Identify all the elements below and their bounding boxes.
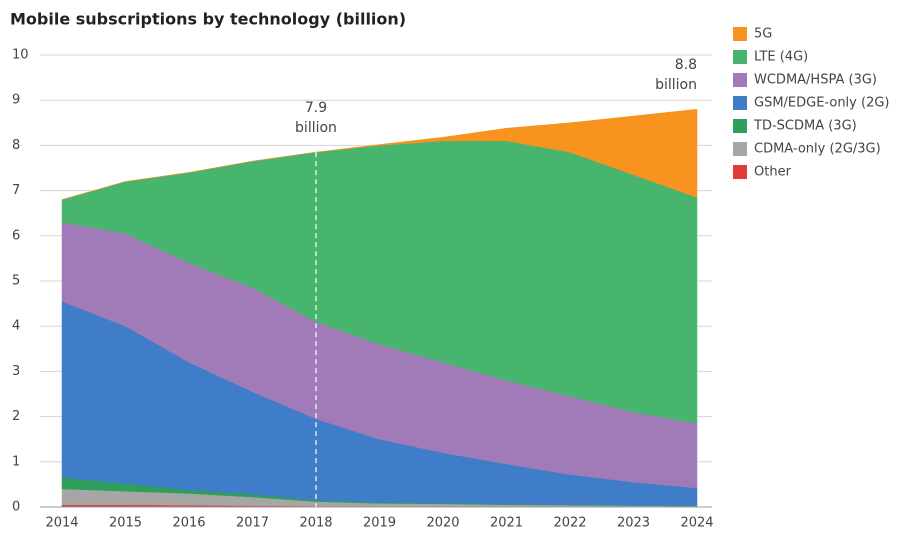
x-tick-label: 2020: [426, 516, 459, 531]
annotation-text: 8.8: [675, 57, 697, 73]
y-tick-label: 9: [12, 93, 20, 108]
legend-swatch: [733, 96, 747, 110]
y-tick-label: 4: [12, 319, 20, 334]
annotation-text: billion: [295, 120, 337, 136]
y-tick-label: 7: [12, 183, 20, 198]
y-tick-label: 8: [12, 138, 20, 153]
annotation-text: billion: [655, 77, 697, 93]
y-tick-label: 0: [12, 500, 20, 515]
legend-swatch: [733, 165, 747, 179]
legend-label: 5G: [754, 27, 772, 42]
legend-swatch: [733, 119, 747, 133]
legend-label: TD-SCDMA (3G): [753, 119, 857, 134]
y-tick-label: 1: [12, 454, 20, 469]
x-tick-label: 2014: [45, 516, 78, 531]
legend-label: GSM/EDGE-only (2G): [754, 96, 889, 111]
y-tick-label: 6: [12, 228, 20, 243]
x-tick-label: 2016: [172, 516, 205, 531]
legend-label: LTE (4G): [754, 50, 808, 65]
legend-swatch: [733, 73, 747, 87]
y-tick-label: 2: [12, 409, 20, 424]
x-tick-label: 2017: [236, 516, 269, 531]
y-tick-label: 10: [12, 48, 29, 63]
chart-title: Mobile subscriptions by technology (bill…: [10, 10, 406, 29]
legend-swatch: [733, 142, 747, 156]
legend-label: Other: [754, 165, 792, 180]
x-tick-label: 2021: [490, 516, 523, 531]
x-tick-label: 2023: [617, 516, 650, 531]
x-tick-label: 2015: [109, 516, 142, 531]
legend-swatch: [733, 50, 747, 64]
legend-label: CDMA-only (2G/3G): [754, 142, 881, 157]
legend-swatch: [733, 27, 747, 41]
legend-label: WCDMA/HSPA (3G): [754, 73, 877, 88]
area: [61, 108, 698, 200]
x-tick-label: 2024: [680, 516, 713, 531]
x-tick-label: 2018: [299, 516, 332, 531]
y-tick-label: 5: [12, 274, 20, 289]
y-tick-label: 3: [12, 364, 20, 379]
x-tick-label: 2022: [553, 516, 586, 531]
annotation-text: 7.9: [305, 100, 327, 116]
x-tick-label: 2019: [363, 516, 396, 531]
